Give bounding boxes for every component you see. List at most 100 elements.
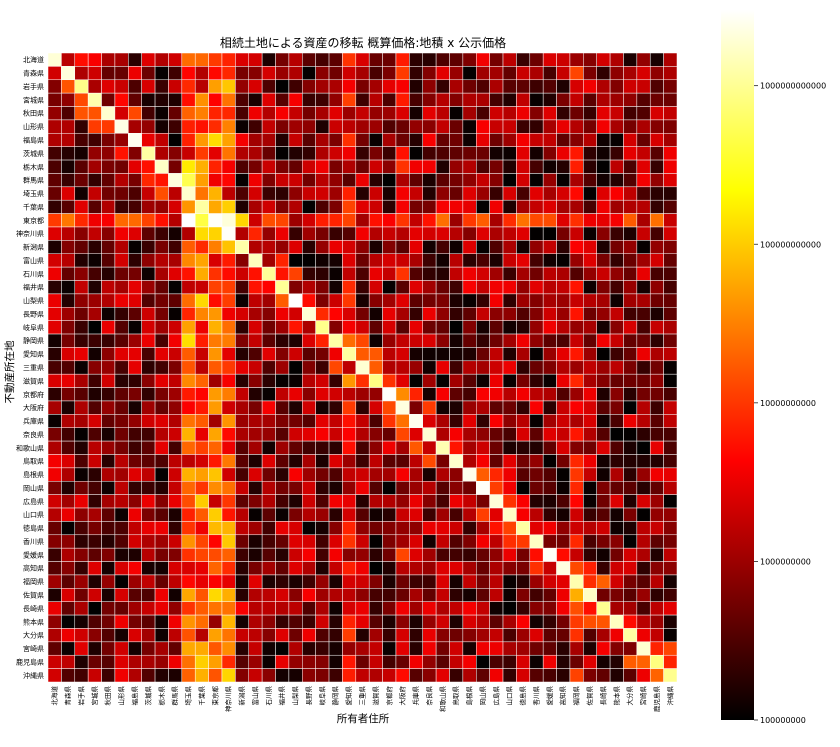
heatmap-cell: [261, 454, 276, 469]
heatmap-cell: [382, 280, 397, 295]
heatmap-cell: [529, 253, 544, 268]
heatmap-cell: [288, 92, 303, 107]
heatmap-cell: [609, 320, 624, 335]
heatmap-cell: [422, 92, 437, 107]
heatmap-cell: [141, 240, 156, 254]
heatmap-cell: [596, 628, 611, 643]
heatmap-cell: [275, 253, 290, 268]
heatmap-cell: [409, 347, 423, 362]
heatmap-cell: [516, 146, 531, 161]
heatmap-cell: [328, 92, 343, 107]
heatmap-cell: [288, 400, 303, 415]
heatmap-cell: [462, 347, 477, 362]
heatmap-cell: [194, 427, 209, 442]
heatmap-cell: [61, 588, 76, 602]
x-tick-label: 東京都: [210, 686, 219, 706]
heatmap-cell: [221, 614, 236, 629]
heatmap-cell: [489, 601, 504, 616]
heatmap-cell: [87, 173, 102, 188]
heatmap-cell: [529, 373, 544, 388]
heatmap-cell: [449, 414, 464, 428]
heatmap-cell: [649, 119, 664, 134]
heatmap-cell: [583, 52, 597, 67]
heatmap-cell: [47, 507, 62, 522]
heatmap-cell: [476, 146, 490, 161]
heatmap-cell: [275, 66, 290, 81]
heatmap-cell: [114, 79, 129, 94]
heatmap-cell: [342, 668, 357, 683]
heatmap-cell: [221, 400, 236, 415]
heatmap-cell: [101, 347, 116, 362]
heatmap-cell: [342, 79, 357, 94]
heatmap-cell: [502, 373, 517, 388]
heatmap-cell: [235, 454, 249, 469]
heatmap-cell: [302, 146, 316, 161]
heatmap-cell: [114, 614, 129, 629]
heatmap-cell: [623, 106, 638, 121]
heatmap-cell: [649, 427, 664, 442]
heatmap-cell: [476, 481, 490, 495]
heatmap-cell: [529, 588, 544, 602]
heatmap-cell: [382, 400, 397, 415]
heatmap-cell: [261, 320, 276, 335]
heatmap-cell: [101, 106, 116, 121]
heatmap-cell: [583, 387, 597, 402]
heatmap-cell: [61, 159, 76, 174]
heatmap-cell: [302, 66, 316, 81]
heatmap-cell: [87, 146, 102, 161]
heatmap-cell: [114, 427, 129, 442]
heatmap-cell: [422, 387, 437, 402]
x-tick-label: 高知県: [558, 686, 567, 706]
heatmap-cell: [489, 79, 504, 94]
heatmap-cell: [181, 307, 196, 321]
heatmap-cell: [302, 92, 316, 107]
heatmap-cell: [409, 588, 423, 602]
heatmap-cell: [61, 333, 76, 348]
heatmap-cell: [235, 614, 249, 629]
heatmap-cell: [569, 79, 584, 94]
heatmap-cell: [261, 146, 276, 161]
heatmap-cell: [556, 360, 571, 375]
heatmap-cell: [74, 307, 89, 321]
heatmap-cell: [194, 333, 209, 348]
heatmap-cell: [208, 588, 223, 602]
heatmap-cell: [275, 654, 290, 669]
heatmap-cell: [623, 199, 638, 214]
heatmap-cell: [368, 79, 383, 94]
heatmap-cell: [529, 347, 544, 362]
heatmap-cell: [302, 601, 316, 616]
heatmap-cell: [302, 186, 316, 201]
heatmap-cell: [636, 146, 651, 161]
heatmap-cell: [529, 427, 544, 442]
heatmap-cell: [542, 574, 557, 589]
x-tick-label: 京都府: [384, 686, 393, 706]
heatmap-cell: [435, 293, 450, 308]
heatmap-cell: [623, 574, 638, 589]
heatmap-cell: [61, 280, 76, 295]
heatmap-cell: [649, 494, 664, 509]
heatmap-cell: [248, 668, 263, 683]
heatmap-cell: [221, 387, 236, 402]
heatmap-cell: [516, 266, 531, 281]
heatmap-cell: [168, 360, 183, 375]
heatmap-cell: [128, 173, 142, 188]
heatmap-cell: [516, 106, 531, 121]
heatmap-cell: [74, 240, 89, 254]
heatmap-cell: [141, 52, 156, 67]
heatmap-cell: [382, 481, 397, 495]
heatmap-cell: [168, 414, 183, 428]
heatmap-cell: [516, 614, 531, 629]
heatmap-cell: [194, 547, 209, 562]
heatmap-cell: [154, 159, 169, 174]
heatmap-cell: [221, 173, 236, 188]
heatmap-cell: [128, 427, 142, 442]
heatmap-cell: [636, 521, 651, 536]
heatmap-cell: [502, 654, 517, 669]
heatmap-cell: [181, 52, 196, 67]
heatmap-cell: [181, 92, 196, 107]
heatmap-cell: [649, 400, 664, 415]
heatmap-cell: [583, 494, 597, 509]
heatmap-cell: [302, 427, 316, 442]
heatmap-cell: [181, 400, 196, 415]
x-tick-label: 茨城県: [143, 686, 152, 706]
